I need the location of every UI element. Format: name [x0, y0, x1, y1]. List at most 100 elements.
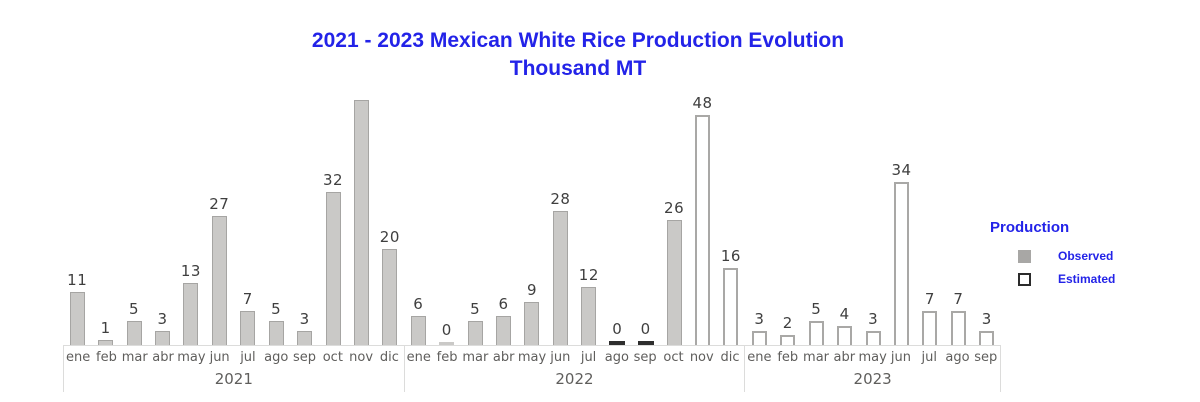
month-label-2023-ene: ene — [747, 350, 772, 365]
bar-2021-oct — [325, 192, 341, 345]
bar-value-label: 20 — [379, 228, 400, 246]
bar-slot-2022-may: 9 — [518, 98, 546, 345]
month-label-2022-sep: sep — [633, 350, 657, 365]
bar-2023-mar — [808, 321, 824, 345]
bar-2023-feb — [780, 335, 796, 345]
bar-slot-2022-jul: 12 — [575, 98, 603, 345]
bar-slot-2022-ago: 0 — [603, 98, 631, 345]
bar-slot-2021-mar: 5 — [120, 98, 148, 345]
bar-value-label: 7 — [953, 290, 964, 308]
month-label-2021-ago: ago — [264, 350, 289, 365]
bar-2022-ene — [410, 316, 426, 345]
bar-slot-2022-abr: 6 — [489, 98, 517, 345]
bar-value-label: 0 — [640, 320, 651, 338]
bar-value-label: 26 — [664, 199, 685, 217]
bar-2021-jun — [211, 216, 227, 345]
year-label-2022: 2022 — [555, 370, 594, 388]
month-label-2023-ago: ago — [945, 350, 970, 365]
bar-slot-2023-ene: 3 — [745, 98, 773, 345]
bar-value-label: 3 — [868, 310, 879, 328]
legend-item-observed: Observed — [990, 249, 1190, 263]
bar-slot-2022-oct: 26 — [660, 98, 688, 345]
bar-value-label: 7 — [242, 290, 253, 308]
month-label-2023-jul: jul — [921, 350, 937, 365]
month-label-2021-mar: mar — [121, 350, 148, 365]
month-label-2022-dic: dic — [720, 350, 740, 365]
bar-2023-jul — [922, 311, 938, 345]
bar-2022-oct — [666, 220, 682, 345]
bar-slot-2022-jun: 28 — [546, 98, 574, 345]
chart-title-block: 2021 - 2023 Mexican White Rice Productio… — [312, 27, 844, 83]
bar-value-label: 6 — [498, 295, 509, 313]
bar-2023-abr — [837, 326, 853, 345]
bar-2022-nov — [695, 115, 711, 345]
bar-value-label: 4 — [839, 305, 850, 323]
bar-2023-sep — [979, 331, 995, 345]
bar-slot-2021-nov — [347, 98, 375, 345]
bar-2022-mar — [467, 321, 483, 345]
month-label-2021-feb: feb — [96, 350, 117, 365]
month-labels-2023: ene feb mar abr may jun jul ago sep — [745, 346, 1000, 365]
bar-value-label: 5 — [470, 300, 481, 318]
legend-label-observed: Observed — [1058, 249, 1114, 263]
bar-2021-ene — [69, 292, 85, 345]
month-label-2021-oct: oct — [322, 350, 343, 365]
bar-2022-dic — [723, 268, 739, 345]
bar-slot-2023-ago: 7 — [944, 98, 972, 345]
bar-2021-feb — [98, 340, 114, 345]
chart-title: 2021 - 2023 Mexican White Rice Productio… — [311, 29, 845, 52]
bar-2021-nov — [353, 100, 369, 345]
bar-value-label: 13 — [180, 262, 201, 280]
bar-value-label: 0 — [441, 321, 452, 339]
month-label-2022-nov: nov — [689, 350, 714, 365]
legend: Production Observed Estimated — [990, 219, 1190, 286]
month-label-2023-jun: jun — [890, 350, 911, 365]
bar-slot-2023-feb: 2 — [774, 98, 802, 345]
bar-slot-2023-mar: 5 — [802, 98, 830, 345]
bar-value-label: 7 — [924, 290, 935, 308]
bar-slot-2021-oct: 32 — [319, 98, 347, 345]
year-label-2023: 2023 — [853, 370, 892, 388]
bar-2023-jun — [894, 182, 909, 345]
bar-2021-sep — [297, 331, 313, 345]
bar-value-label: 28 — [550, 190, 571, 208]
bar-2021-dic — [382, 249, 398, 345]
bar-value-label: 5 — [271, 300, 282, 318]
x-axis: ene feb mar abr may jun jul ago sep oct nov dic 2021… — [63, 345, 1002, 392]
bar-slot-2022-nov: 48 — [688, 96, 716, 345]
legend-label-estimated: Estimated — [1058, 272, 1116, 286]
bar-value-label: 3 — [157, 310, 168, 328]
bar-2021-mar — [126, 321, 142, 345]
month-label-2022-mar: mar — [462, 350, 489, 365]
bar-slot-2021-ene: 11 — [63, 98, 91, 345]
month-label-2023-abr: abr — [833, 350, 856, 365]
legend-item-estimated: Estimated — [990, 272, 1190, 286]
year-group-2021: 11 1 5 3 13 27 7 5 3 32 20 — [63, 98, 404, 345]
bar-slot-2021-jun: 27 — [205, 98, 233, 345]
chart-subtitle: Thousand MT — [509, 57, 647, 80]
bar-2022-jul — [581, 287, 597, 345]
bar-2023-ago — [950, 311, 966, 345]
bar-2022-ago — [609, 341, 626, 345]
bar-value-label: 6 — [413, 295, 424, 313]
month-label-2022-may: may — [517, 350, 547, 365]
axis-group-2021: ene feb mar abr may jun jul ago sep oct nov dic 2021 — [63, 346, 404, 392]
estimated-swatch-icon — [1018, 272, 1031, 286]
bar-2021-abr — [154, 331, 170, 345]
bar-2022-feb — [439, 342, 455, 345]
month-label-2021-abr: abr — [152, 350, 174, 365]
bar-slot-2022-feb: 0 — [433, 98, 461, 345]
bar-2022-abr — [496, 316, 512, 345]
bar-2021-ago — [268, 321, 284, 345]
bar-value-label: 12 — [578, 266, 599, 284]
year-group-2022: 6 0 5 6 9 28 12 0 0 26 48 16 — [404, 96, 745, 345]
plot-area: 11 1 5 3 13 27 7 5 3 32 20 6 0 5 6 9 28 12 0 0 26 48 16 3 2 5 4 3 34… — [63, 96, 1001, 345]
bar-value-label: 3 — [299, 310, 310, 328]
bar-slot-2022-sep: 0 — [631, 98, 659, 345]
month-label-2021-jul: jul — [240, 350, 256, 365]
bar-value-label: 2 — [782, 314, 793, 332]
month-labels-2022: ene feb mar abr may jun jul ago sep oct nov dic — [405, 346, 745, 365]
bar-value-label: 16 — [720, 247, 741, 265]
axis-group-2022: ene feb mar abr may jun jul ago sep oct nov dic 2022 — [403, 346, 745, 392]
bar-slot-2021-abr: 3 — [148, 98, 176, 345]
